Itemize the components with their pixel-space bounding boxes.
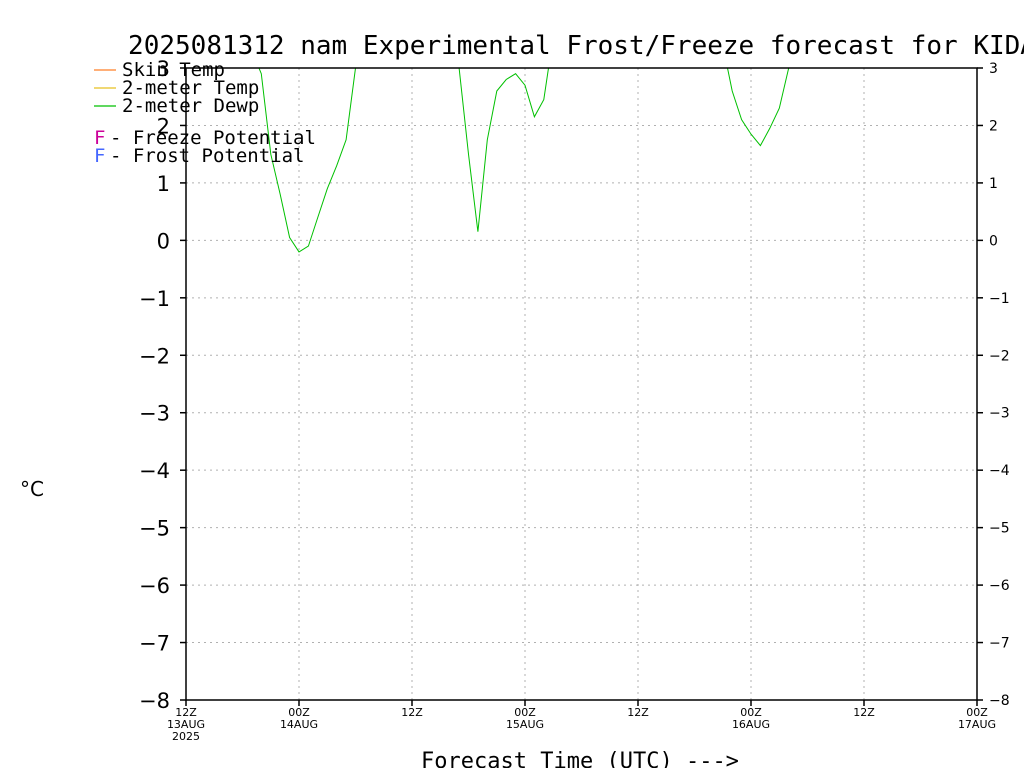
- dewpoint-line-segment: [258, 68, 356, 253]
- series-layer: [258, 68, 790, 253]
- x-tick-label: 12Z: [853, 706, 875, 719]
- y-tick-label-left: −7: [139, 632, 170, 656]
- legend-potential-marker: F: [94, 145, 105, 167]
- y-tick-label-left: −1: [139, 287, 170, 311]
- y-tick-label-right: 3: [989, 61, 998, 77]
- y-tick-label-right: 2: [989, 118, 998, 134]
- legend-label: 2-meter Temp: [122, 77, 259, 99]
- plot-frame: [185, 67, 978, 701]
- grid: [186, 68, 977, 700]
- y-tick-label-right: 0: [989, 233, 998, 249]
- dewpoint-line-segment: [458, 68, 549, 232]
- x-tick-label: 12Z: [627, 706, 649, 719]
- x-tick-label: 00Z 15AUG: [506, 706, 544, 731]
- legend-potential-label: - Frost Potential: [110, 145, 304, 167]
- y-tick-label-right: −5: [989, 521, 1010, 537]
- x-axis-title: Forecast Time (UTC) --->: [421, 749, 739, 768]
- y-tick-label-left: −8: [139, 689, 170, 713]
- x-tick-label: 00Z 16AUG: [732, 706, 770, 731]
- y-axis-right: −8 −7 −6 −5 −4 −3 −2 −1 0 1 2 3: [977, 61, 1010, 709]
- x-axis: 12Z 13AUG 2025 00Z 14AUG 12Z 00Z 15AUG 12Z 00Z 16A…: [167, 700, 996, 743]
- y-tick-label-right: −8: [989, 693, 1010, 709]
- x-tick-label: 00Z 14AUG: [280, 706, 318, 731]
- y-tick-label-right: −3: [989, 406, 1010, 422]
- chart-title: 2025081312 nam Experimental Frost/Freeze…: [128, 31, 1024, 61]
- y-axis-label: °C: [20, 477, 44, 501]
- y-tick-label-right: −2: [989, 348, 1010, 364]
- y-tick-label-left: 2: [157, 114, 170, 138]
- x-tick-label: 00Z 17AUG: [958, 706, 996, 731]
- x-tick-label: 12Z 13AUG 2025: [167, 706, 205, 743]
- legend-potential-marker: F: [94, 127, 105, 149]
- legend-potential-label: - Freeze Potential: [110, 127, 316, 149]
- y-tick-label-left: −3: [139, 402, 170, 426]
- y-tick-label-left: −2: [139, 344, 170, 368]
- dewpoint-line-segment: [727, 68, 790, 147]
- legend-label: Skin Temp: [122, 59, 225, 81]
- y-tick-label-right: −4: [989, 463, 1010, 479]
- y-tick-label-right: −7: [989, 636, 1010, 652]
- y-tick-label-left: 3: [157, 57, 170, 81]
- y-tick-label-right: −6: [989, 578, 1010, 594]
- x-tick-label: 12Z: [401, 706, 423, 719]
- y-tick-label-left: −6: [139, 574, 170, 598]
- y-tick-label-left: 1: [157, 172, 170, 196]
- legend-label: 2-meter Dewp: [122, 95, 259, 117]
- y-tick-label-right: 1: [989, 176, 998, 192]
- y-tick-label-left: −5: [139, 517, 170, 541]
- y-tick-label-right: −1: [989, 291, 1010, 307]
- y-axis-left: −8 −7 −6 −5 −4 −3 −2 −1 0 1 2 3: [139, 57, 186, 713]
- y-tick-label-left: 0: [157, 229, 170, 253]
- y-tick-label-left: −4: [139, 459, 170, 483]
